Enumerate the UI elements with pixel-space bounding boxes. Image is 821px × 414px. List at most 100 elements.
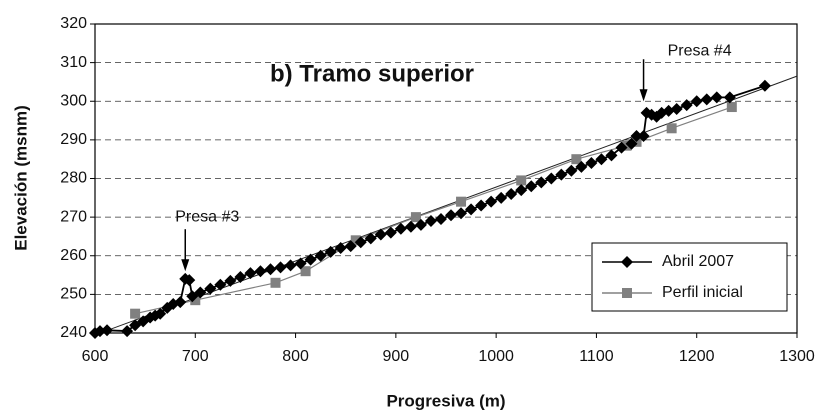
point [414,218,427,231]
legend [591,242,788,312]
annotation-text: Presa #4 [668,42,732,59]
point [516,175,527,186]
point [244,267,257,280]
legend-marker [621,256,633,268]
point [154,307,167,320]
point [204,282,217,295]
x-tick-label: 1200 [679,348,715,365]
point [374,228,387,241]
point [625,137,638,150]
point [723,91,736,104]
point [456,196,467,207]
point [324,245,337,258]
x-tick-label: 700 [182,348,209,365]
annotation-text: Presa #3 [175,208,239,225]
point [630,130,643,143]
y-tick-label: 280 [60,170,87,187]
x-tick-label: 800 [282,348,309,365]
point [174,296,187,309]
point [384,226,397,239]
point [670,102,683,115]
point [190,295,201,306]
y-tick-label: 250 [60,286,87,303]
point [690,95,703,108]
point [485,195,498,208]
y-tick-label: 240 [60,324,87,341]
point [475,199,488,212]
point [662,104,675,117]
point [571,154,582,165]
point [394,222,407,235]
point [710,91,723,104]
point [224,274,237,287]
point [101,324,114,337]
point [121,325,134,338]
point [495,191,508,204]
point [350,235,361,246]
arrow-head [639,89,648,102]
point [183,274,196,287]
point [314,249,327,262]
y-tick-label: 320 [60,15,87,32]
legend-label: Abril 2007 [662,253,734,270]
point [194,286,207,299]
point [455,207,468,220]
plot-area [94,23,798,334]
point [585,157,598,170]
point [445,209,458,222]
point [666,123,677,134]
point [726,102,737,113]
point [465,203,478,216]
legend-label: Perfil inicial [662,284,743,301]
y-tick-label: 290 [60,131,87,148]
x-tick-label: 1000 [478,348,514,365]
point [270,277,281,288]
point [264,263,277,276]
x-tick-label: 1300 [779,348,815,365]
y-tick-label: 270 [60,208,87,225]
x-tick-label: 1100 [579,348,614,365]
point [545,172,558,185]
point [758,79,771,92]
point [354,236,367,249]
arrow-head [181,259,190,272]
point [535,176,548,189]
point [294,257,307,270]
point [304,253,317,266]
point [525,180,538,193]
point [680,99,693,112]
point [575,160,588,173]
point [605,149,618,162]
point [615,141,628,154]
point [364,232,377,245]
y-tick-label: 310 [60,54,87,71]
point [130,308,141,319]
point [334,242,347,255]
point [637,130,650,143]
point [300,266,311,277]
point [505,187,518,200]
point [214,278,227,291]
legend-marker [622,288,632,298]
point [565,164,578,177]
point [700,93,713,106]
point [555,168,568,181]
point [344,240,357,253]
y-axis-label: Elevación (msnm) [11,105,30,251]
point [621,140,632,151]
point [515,184,528,197]
x-tick-label: 900 [383,348,410,365]
point [434,213,447,226]
x-tick-label: 600 [82,348,109,365]
point [424,214,437,227]
x-axis-label: Progresiva (m) [386,391,505,410]
point [94,325,107,338]
point [284,259,297,272]
point [274,261,287,274]
point [595,153,608,166]
y-tick-label: 260 [60,247,87,264]
point [254,265,267,278]
point [410,212,421,223]
y-tick-label: 300 [60,92,87,109]
